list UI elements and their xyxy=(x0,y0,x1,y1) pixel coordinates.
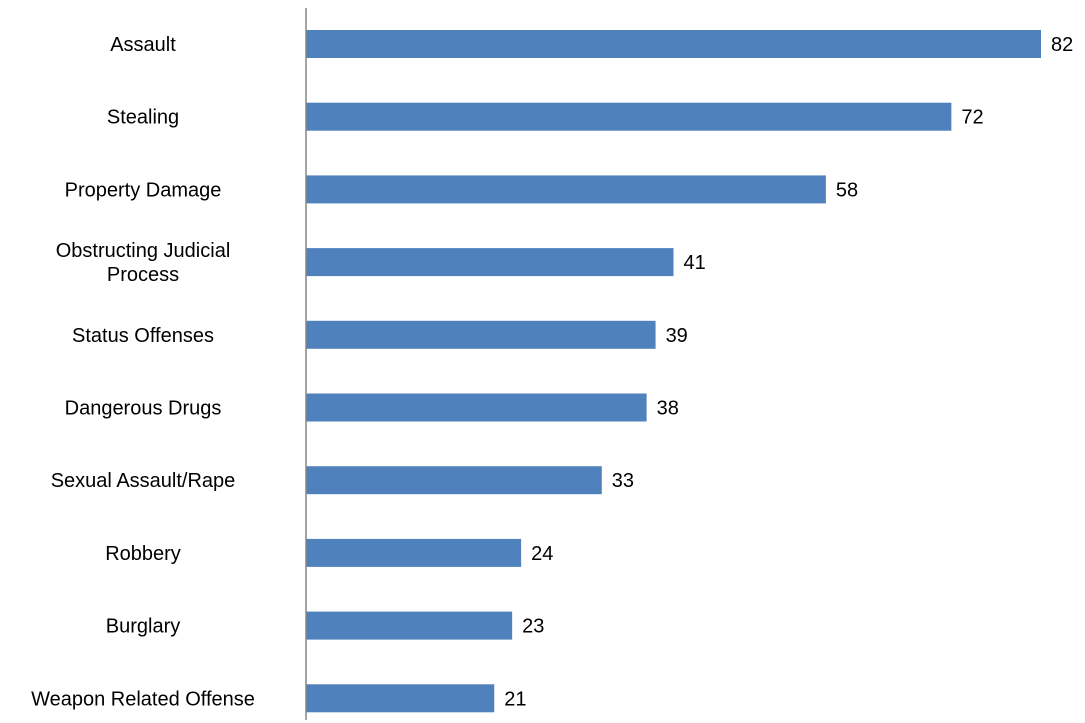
category-label-line: Obstructing Judicial xyxy=(56,240,231,262)
category-label-line: Dangerous Drugs xyxy=(65,398,222,420)
category-label-line: Assault xyxy=(110,34,176,56)
bar-6 xyxy=(306,466,602,495)
category-label-line: Process xyxy=(107,264,179,286)
bar-4 xyxy=(306,320,656,349)
value-label-0: 82 xyxy=(1051,34,1073,56)
value-label-5: 38 xyxy=(657,398,679,420)
category-label-1: Stealing xyxy=(107,107,179,129)
category-label-0: Assault xyxy=(110,34,176,56)
category-label-line: Weapon Related Offense xyxy=(31,688,255,710)
category-label-line: Stealing xyxy=(107,107,179,129)
category-label-9: Weapon Related Offense xyxy=(31,688,255,710)
category-label-6: Sexual Assault/Rape xyxy=(51,470,236,492)
value-label-1: 72 xyxy=(961,107,983,129)
bar-5 xyxy=(306,393,647,422)
value-label-3: 41 xyxy=(684,252,706,274)
category-label-3: Obstructing Judicial Process xyxy=(56,240,231,286)
bar-0 xyxy=(306,30,1041,58)
bar-1 xyxy=(306,102,952,131)
category-label-line: Burglary xyxy=(106,616,180,638)
category-label-line: Property Damage xyxy=(65,179,222,201)
category-label-line: Robbery xyxy=(105,543,181,565)
category-labels-group: Assault Stealing Property Damage Obstructin… xyxy=(31,34,255,710)
bar-8 xyxy=(306,611,513,640)
value-label-9: 21 xyxy=(504,688,526,710)
bar-9 xyxy=(306,684,495,713)
value-label-4: 39 xyxy=(666,325,688,347)
value-label-6: 33 xyxy=(612,470,634,492)
category-label-2: Property Damage xyxy=(65,179,222,201)
category-label-8: Burglary xyxy=(106,616,180,638)
value-label-2: 58 xyxy=(836,179,858,201)
bar-7 xyxy=(306,538,522,567)
value-label-7: 24 xyxy=(531,543,553,565)
category-label-5: Dangerous Drugs xyxy=(65,398,222,420)
value-labels-group: 82 72 58 41 39 38 33 24 23 21 xyxy=(504,34,1073,710)
category-label-line: Sexual Assault/Rape xyxy=(51,470,236,492)
category-label-line: Status Offenses xyxy=(72,325,214,347)
bars-group xyxy=(306,30,1041,713)
category-label-7: Robbery xyxy=(105,543,181,565)
category-label-4: Status Offenses xyxy=(72,325,214,347)
bar-3 xyxy=(306,248,674,277)
bar-2 xyxy=(306,175,826,204)
value-label-8: 23 xyxy=(522,616,544,638)
